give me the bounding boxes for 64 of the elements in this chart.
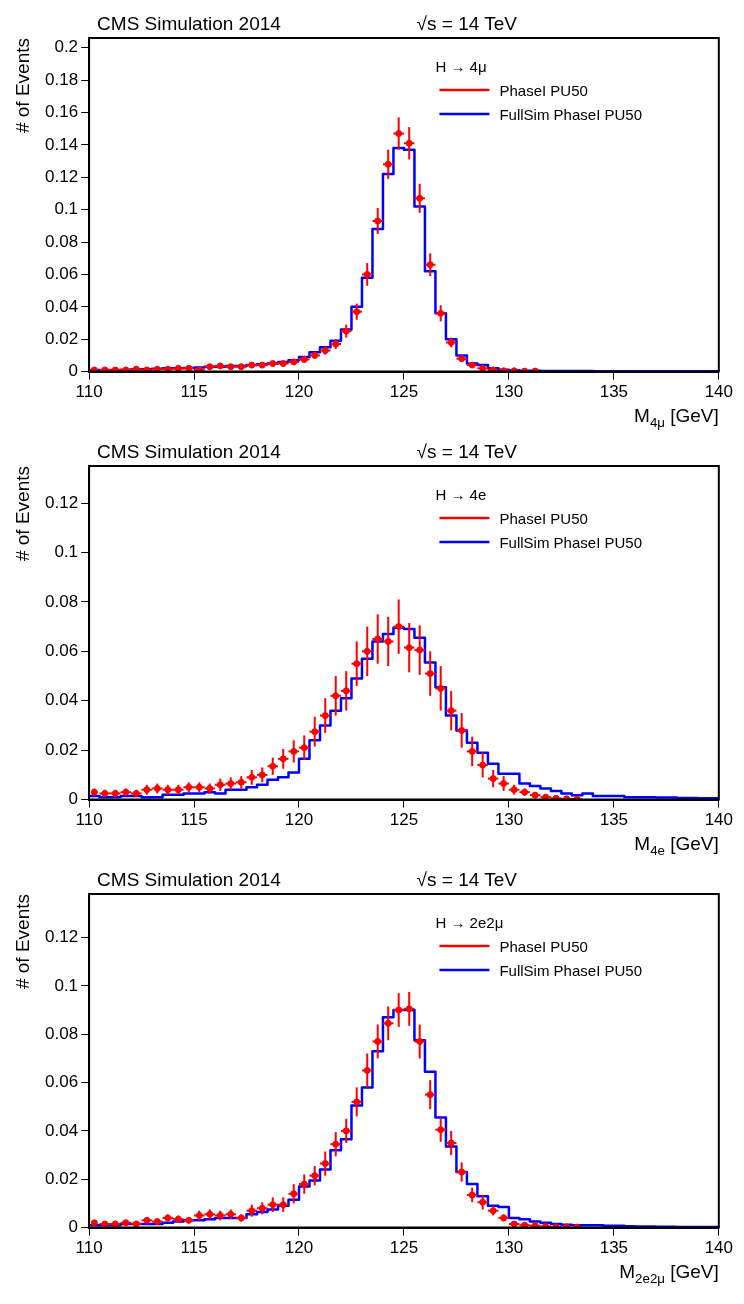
x-tick-label: 120 (284, 382, 314, 402)
x-tick-label: 115 (180, 382, 208, 402)
y-tick-label: 0.08 (44, 1023, 79, 1043)
y-tick-label: 0.08 (44, 231, 79, 251)
y-tick-label: 0 (68, 361, 79, 381)
y-tick-label: 0.06 (44, 641, 79, 661)
y-tick-label: 0.16 (44, 102, 79, 122)
y-tick-label: 0.04 (44, 1120, 79, 1140)
x-tick-label: 125 (389, 382, 419, 402)
legend-label: PhaseI PU50 (499, 938, 588, 955)
x-tick-label: 115 (180, 810, 208, 830)
y-tick-label: 0 (68, 1217, 79, 1237)
y-tick-label: 0.14 (44, 134, 79, 154)
x-tick-label: 125 (389, 1238, 419, 1258)
chart-title: CMS Simulation 2014 (97, 869, 282, 890)
y-tick-label: 0 (68, 789, 79, 809)
y-axis-title: # of Events (12, 465, 34, 562)
x-tick-label: 115 (180, 1238, 208, 1258)
y-tick-label: 0.1 (54, 542, 79, 562)
legend-label: PhaseI PU50 (499, 82, 588, 99)
x-tick-label: 110 (75, 810, 103, 830)
chart-title: CMS Simulation 2014 (97, 13, 282, 34)
y-tick-label: 0.02 (44, 739, 79, 759)
y-axis-title: # of Events (12, 37, 34, 134)
y-tick-label: 0.2 (54, 37, 79, 57)
x-tick-label: 135 (599, 1238, 629, 1258)
y-tick-label: 0.1 (54, 975, 79, 995)
x-tick-label: 110 (75, 382, 103, 402)
x-tick-label: 130 (494, 810, 524, 830)
chart-subtitle: √s = 14 TeV (416, 869, 518, 890)
y-tick-label: 0.1 (54, 199, 79, 219)
y-tick-label: 0.04 (44, 296, 79, 316)
x-tick-label: 140 (704, 810, 734, 830)
y-axis-title: # of Events (12, 893, 34, 990)
x-tick-label: 110 (75, 1238, 103, 1258)
y-tick-label: 0.06 (44, 1072, 79, 1092)
y-tick-label: 0.02 (44, 1168, 79, 1188)
y-tick-label: 0.06 (44, 264, 79, 284)
y-tick-label: 0.18 (44, 69, 79, 89)
legend-label: FullSim PhaseI PU50 (499, 106, 642, 123)
x-tick-label: 125 (389, 810, 419, 830)
legend-title: H → 4e (435, 486, 487, 503)
x-tick-label: 140 (704, 1238, 734, 1258)
y-tick-label: 0.08 (44, 591, 79, 611)
y-tick-label: 0.12 (44, 166, 79, 186)
chart-subtitle: √s = 14 TeV (416, 441, 518, 462)
x-tick-label: 120 (284, 810, 314, 830)
y-tick-label: 0.02 (44, 328, 79, 348)
x-tick-label: 135 (599, 810, 629, 830)
legend-title: H → 2e2μ (435, 914, 504, 931)
y-tick-label: 0.12 (44, 927, 79, 947)
x-tick-label: 140 (704, 382, 734, 402)
x-tick-label: 120 (284, 1238, 314, 1258)
legend-label: PhaseI PU50 (499, 510, 588, 527)
x-tick-label: 135 (599, 382, 629, 402)
y-tick-label: 0.12 (44, 492, 79, 512)
chart-title: CMS Simulation 2014 (97, 441, 282, 462)
x-tick-label: 130 (494, 1238, 524, 1258)
y-tick-label: 0.04 (44, 690, 79, 710)
chart-subtitle: √s = 14 TeV (416, 13, 518, 34)
legend-label: FullSim PhaseI PU50 (499, 534, 642, 551)
x-tick-label: 130 (494, 382, 524, 402)
legend-title: H → 4μ (435, 58, 487, 75)
legend-label: FullSim PhaseI PU50 (499, 962, 642, 979)
